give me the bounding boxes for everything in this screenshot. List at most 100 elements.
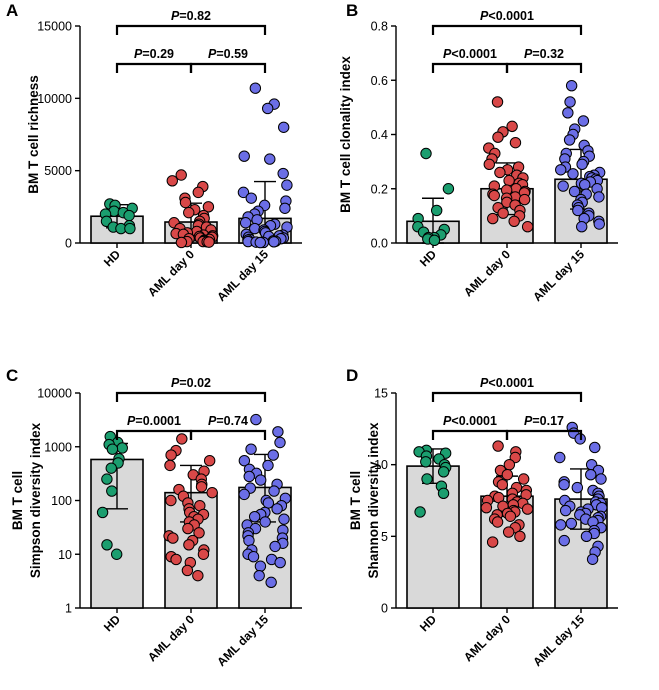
- significance-bracket: [431, 62, 509, 73]
- data-point: [494, 166, 506, 179]
- data-point: [437, 487, 450, 500]
- data-point: [274, 436, 286, 449]
- data-point: [250, 413, 262, 426]
- data-point: [192, 186, 204, 199]
- p-value-label: P=0.74: [208, 414, 248, 428]
- data-point: [486, 536, 499, 548]
- p-value-label: P<0.0001: [443, 47, 497, 61]
- data-point: [430, 204, 443, 217]
- data-point: [175, 236, 188, 249]
- data-point: [565, 79, 578, 92]
- data-point: [166, 175, 178, 187]
- data-point: [106, 443, 119, 455]
- x-tick-label: AML day 15: [214, 247, 271, 304]
- data-point: [585, 469, 597, 481]
- p-value-label: P<0.0001: [443, 414, 497, 428]
- significance-bracket: [115, 24, 267, 35]
- panel-d: D BM T cell Shannon diversity index 0 5 10 15 H…: [346, 366, 618, 669]
- data-point: [281, 179, 293, 191]
- data-point: [491, 96, 504, 108]
- data-point: [595, 473, 607, 485]
- data-point: [421, 473, 433, 485]
- data-point: [181, 564, 194, 577]
- data-point: [268, 236, 280, 248]
- data-point: [243, 470, 255, 483]
- data-point: [183, 206, 195, 219]
- data-point: [565, 517, 578, 530]
- data-point: [589, 441, 601, 454]
- y-tick-label: 1: [65, 602, 72, 616]
- data-point: [110, 548, 123, 560]
- data-point: [555, 164, 567, 176]
- data-point: [577, 115, 590, 127]
- p-value-label: P=0.32: [524, 47, 564, 61]
- data-point: [501, 469, 514, 481]
- x-tick-label: AML day 0: [145, 247, 197, 299]
- data-point: [203, 455, 216, 467]
- data-point: [164, 459, 176, 472]
- significance-bracket: [431, 391, 583, 402]
- data-point: [261, 102, 274, 115]
- y-axis-label: BM T cell richness: [26, 75, 41, 194]
- p-value-label: P=0.0001: [127, 414, 181, 428]
- x-tick-label: HD: [101, 247, 123, 269]
- data-point: [170, 553, 182, 566]
- data-point: [278, 513, 290, 525]
- y-axis-label: BM T cell: [348, 471, 363, 530]
- data-point: [568, 185, 581, 198]
- data-point: [567, 168, 579, 180]
- y-tick-label: 0.4: [371, 128, 388, 142]
- data-point: [442, 183, 455, 195]
- data-point: [165, 449, 177, 461]
- data-point: [514, 530, 526, 543]
- data-point: [521, 221, 534, 233]
- data-point: [248, 510, 261, 523]
- data-point: [558, 479, 570, 491]
- data-point: [106, 485, 118, 497]
- y-tick-label: 100: [51, 494, 72, 508]
- y-tick-label: 15000: [37, 20, 72, 34]
- data-point: [269, 540, 281, 553]
- data-point: [508, 215, 520, 228]
- data-point: [517, 473, 530, 485]
- data-point: [237, 186, 250, 199]
- data-point: [271, 503, 283, 515]
- data-point: [101, 473, 113, 485]
- data-point: [254, 236, 266, 249]
- data-point: [247, 551, 260, 563]
- data-point: [203, 236, 215, 248]
- data-point: [586, 553, 599, 565]
- data-point: [262, 459, 274, 472]
- data-point: [182, 522, 194, 535]
- data-point: [105, 462, 117, 474]
- panel-a: A BM T cell richness 0 5000 10000 15000 HD AML …: [6, 1, 302, 304]
- y-tick-label: 5000: [44, 164, 72, 178]
- data-point: [492, 131, 504, 143]
- data-point: [563, 134, 576, 146]
- y-axis-label: BM T cell: [10, 471, 25, 530]
- significance-bracket: [505, 429, 583, 440]
- panel-letter: A: [6, 1, 18, 20]
- data-point: [197, 548, 210, 560]
- data-point: [518, 193, 531, 206]
- y-tick-label: 5: [381, 530, 388, 544]
- data-point: [254, 560, 267, 572]
- data-point: [279, 202, 291, 214]
- p-value-label: P=0.02: [171, 376, 211, 390]
- significance-bracket: [431, 429, 509, 440]
- significance-bracket: [189, 429, 267, 440]
- p-value-label: P=0.17: [524, 414, 564, 428]
- data-point: [243, 534, 255, 547]
- panel-c: C BM T cell Simpson diversity index 1 10 100 1…: [6, 366, 302, 669]
- data-point: [202, 201, 215, 213]
- data-point: [96, 506, 109, 519]
- p-value-label: P<0.0001: [480, 9, 534, 23]
- y-tick-label: 0.8: [371, 20, 388, 34]
- data-point: [239, 217, 252, 229]
- significance-bracket: [115, 62, 193, 73]
- data-point: [593, 218, 605, 230]
- x-tick-label: AML day 0: [145, 612, 197, 664]
- significance-bracket: [505, 62, 583, 73]
- data-point: [502, 526, 515, 538]
